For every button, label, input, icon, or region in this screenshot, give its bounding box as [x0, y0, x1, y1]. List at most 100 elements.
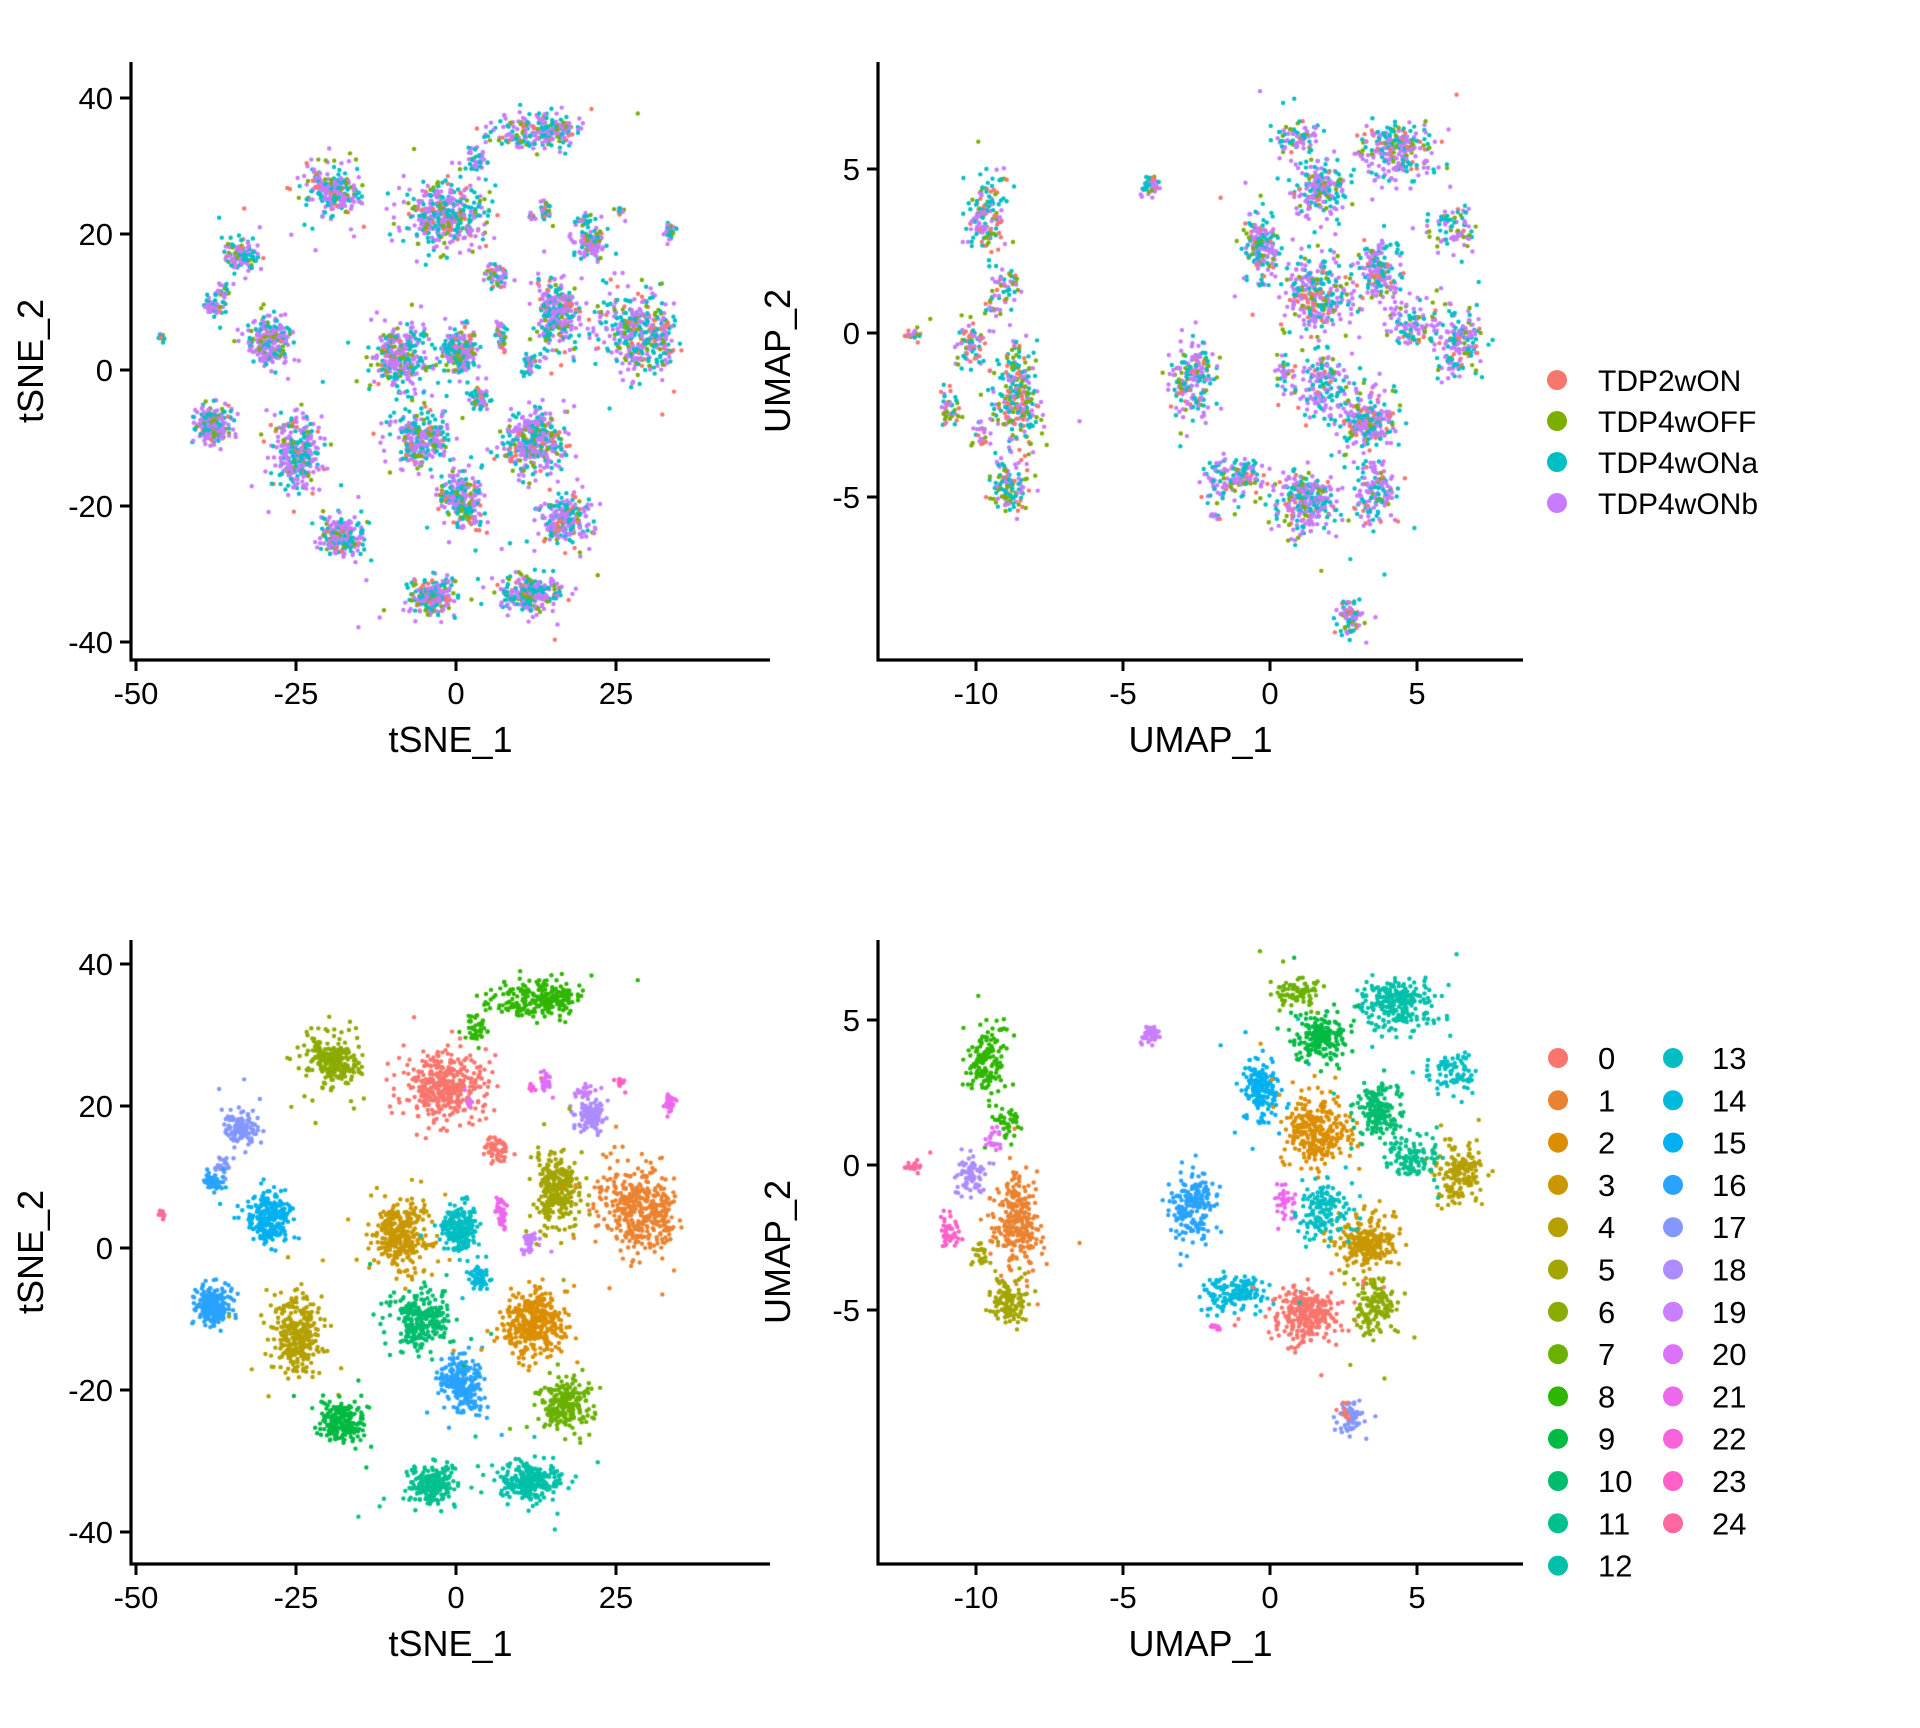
legend-label-cluster-1: 1 — [1598, 1083, 1615, 1118]
legend-dot-cluster-24 — [1663, 1513, 1683, 1534]
x-tick-label: 0 — [1261, 676, 1278, 711]
legend-dot-cluster-8 — [1548, 1386, 1568, 1407]
tsne-by-sample-panel: -50 -25 0 25 40 20 0 -20 -40 tSNE_1 tSNE_2 — [10, 62, 770, 760]
legend-dot-cluster-3 — [1548, 1174, 1568, 1195]
legend-label-cluster-16: 16 — [1712, 1168, 1746, 1203]
y-tick-label: 0 — [843, 316, 860, 351]
y-tick-label: 20 — [79, 217, 113, 252]
legend-label-cluster-3: 3 — [1598, 1168, 1615, 1203]
legend-dot-cluster-18 — [1663, 1259, 1683, 1280]
legend-label-cluster-21: 21 — [1712, 1379, 1746, 1414]
x-tick-label: -5 — [1109, 1580, 1137, 1615]
y-tick-label: 0 — [96, 353, 113, 388]
legend-label-TDP4wONb: TDP4wONb — [1598, 488, 1758, 521]
legend-dot-cluster-19 — [1663, 1301, 1683, 1322]
umap-by-cluster-axis-lines — [876, 940, 1523, 1566]
tsne-by-cluster-y-axis-title: tSNE_2 — [10, 1190, 51, 1314]
legend-label-cluster-4: 4 — [1598, 1210, 1615, 1245]
legend-dot-TDP2wON — [1547, 370, 1567, 390]
legend-dot-cluster-1 — [1548, 1090, 1568, 1111]
legend-dot-cluster-10 — [1548, 1471, 1568, 1491]
legend-label-cluster-5: 5 — [1598, 1253, 1615, 1288]
x-tick-label: 0 — [447, 1580, 464, 1615]
legend-label-cluster-15: 15 — [1712, 1126, 1746, 1161]
sample-legend: TDP2wON TDP4wOFF TDP4wONa TDP4wONb — [1547, 365, 1758, 521]
y-tick-label: -40 — [68, 1515, 113, 1550]
y-tick-label: -20 — [68, 1373, 113, 1408]
legend-label-cluster-10: 10 — [1598, 1464, 1632, 1499]
y-tick-label: 20 — [79, 1089, 113, 1124]
legend-label-TDP2wON: TDP2wON — [1598, 365, 1741, 398]
legend-dot-cluster-0 — [1548, 1048, 1568, 1068]
legend-label-cluster-6: 6 — [1598, 1295, 1615, 1330]
umap-by-sample-panel: -10 -5 0 5 5 0 -5 UMAP_1 UMAP_2 — [757, 62, 1523, 760]
y-tick-label: 0 — [96, 1231, 113, 1266]
x-tick-label: -25 — [274, 676, 319, 711]
legend-dot-cluster-5 — [1548, 1259, 1568, 1280]
legend-dot-cluster-17 — [1663, 1217, 1683, 1238]
y-tick-label: -40 — [68, 625, 113, 660]
legend-dot-cluster-9 — [1548, 1428, 1568, 1449]
x-tick-label: -10 — [954, 1580, 999, 1615]
tsne-by-cluster-x-axis-title: tSNE_1 — [388, 1623, 512, 1664]
legend-label-cluster-20: 20 — [1712, 1337, 1746, 1372]
legend-dot-cluster-13 — [1663, 1048, 1683, 1068]
umap-by-cluster-y-axis-title: UMAP_2 — [757, 1180, 798, 1324]
umap-by-cluster-x-axis-title: UMAP_1 — [1128, 1623, 1272, 1664]
legend-label-cluster-0: 0 — [1598, 1041, 1615, 1076]
legend-label-cluster-17: 17 — [1712, 1210, 1746, 1245]
legend-label-TDP4wONa: TDP4wONa — [1598, 447, 1758, 480]
legend-label-cluster-12: 12 — [1598, 1549, 1632, 1584]
legend-dot-cluster-6 — [1548, 1301, 1568, 1322]
y-tick-label: -5 — [832, 1293, 860, 1328]
legend-label-cluster-23: 23 — [1712, 1464, 1746, 1499]
legend-label-cluster-8: 8 — [1598, 1379, 1615, 1414]
tsne-by-sample-x-axis-title: tSNE_1 — [388, 719, 512, 760]
tsne-by-cluster-panel: -50 -25 0 25 40 20 0 -20 -40 tSNE_1 tSNE_2 — [10, 940, 770, 1664]
legend-dot-cluster-2 — [1548, 1132, 1568, 1153]
tsne-by-sample-axis-lines — [129, 62, 770, 662]
legend-label-cluster-18: 18 — [1712, 1253, 1746, 1288]
legend-dot-cluster-11 — [1548, 1513, 1568, 1534]
legend-dot-TDP4wONa — [1547, 452, 1567, 472]
legend-dot-cluster-7 — [1548, 1344, 1568, 1365]
legend-dot-cluster-22 — [1663, 1428, 1683, 1449]
umap-by-sample-axis-lines — [876, 62, 1523, 662]
legend-dot-cluster-16 — [1663, 1174, 1683, 1195]
y-tick-label: 40 — [79, 947, 113, 982]
legend-label-cluster-9: 9 — [1598, 1422, 1615, 1457]
legend-label-cluster-22: 22 — [1712, 1422, 1746, 1457]
umap-by-sample-x-axis-title: UMAP_1 — [1128, 719, 1272, 760]
legend-label-cluster-11: 11 — [1598, 1506, 1630, 1541]
y-tick-label: -20 — [68, 489, 113, 524]
legend-dot-cluster-14 — [1663, 1090, 1683, 1111]
legend-label-cluster-19: 19 — [1712, 1295, 1746, 1330]
y-tick-label: -5 — [832, 480, 860, 515]
y-tick-label: 0 — [843, 1148, 860, 1183]
legend-dot-cluster-23 — [1663, 1471, 1683, 1491]
x-tick-label: -10 — [954, 676, 999, 711]
x-tick-label: -5 — [1109, 676, 1137, 711]
x-tick-label: -25 — [274, 1580, 319, 1615]
legend-label-cluster-13: 13 — [1712, 1041, 1746, 1076]
x-tick-label: 5 — [1408, 1580, 1425, 1615]
y-tick-label: 5 — [843, 1003, 860, 1038]
legend-dot-cluster-4 — [1548, 1217, 1568, 1238]
x-tick-label: -50 — [114, 1580, 159, 1615]
x-tick-label: 0 — [447, 676, 464, 711]
umap-by-sample-y-axis-title: UMAP_2 — [757, 289, 798, 433]
legend-dot-cluster-12 — [1548, 1555, 1568, 1576]
legend-label-cluster-7: 7 — [1598, 1337, 1615, 1372]
legend-label-cluster-14: 14 — [1712, 1083, 1746, 1118]
legend-label-cluster-2: 2 — [1598, 1126, 1615, 1161]
legend-dot-cluster-20 — [1663, 1344, 1683, 1365]
legend-dot-TDP4wOFF — [1547, 411, 1567, 431]
x-tick-label: 25 — [599, 1580, 633, 1615]
legend-dot-cluster-21 — [1663, 1386, 1683, 1407]
legend-label-cluster-24: 24 — [1712, 1506, 1746, 1541]
legend-dot-cluster-15 — [1663, 1132, 1683, 1153]
